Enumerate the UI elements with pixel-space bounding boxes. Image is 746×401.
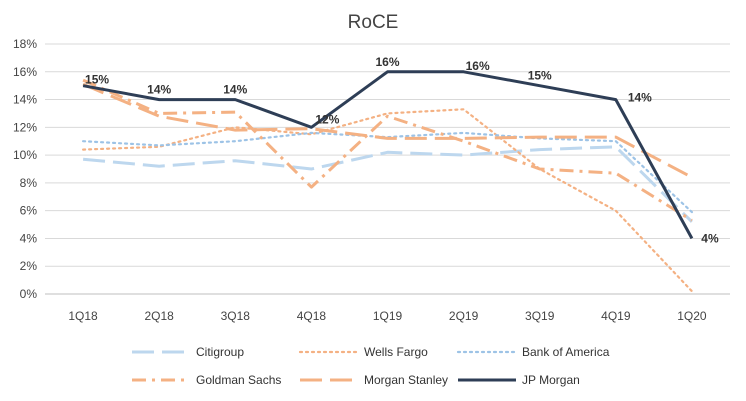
x-axis-ticks: 1Q18 2Q18 3Q18 4Q18 1Q19 2Q19 3Q19 4Q19 1Q20: [68, 309, 707, 323]
data-label: 12%: [315, 112, 339, 126]
y-tick-label: 12%: [13, 120, 37, 134]
data-label: 4%: [701, 231, 719, 245]
data-label: 14%: [147, 83, 171, 97]
legend-label: Bank of America: [522, 345, 610, 359]
data-labels: 15% 14% 14% 12% 16% 16% 15% 14% 4%: [85, 55, 719, 246]
x-tick-label: 2Q19: [449, 309, 479, 323]
y-tick-label: 14%: [13, 93, 37, 107]
y-tick-label: 18%: [13, 37, 37, 51]
series-lines: [81, 70, 694, 293]
x-tick-label: 1Q19: [373, 309, 403, 323]
y-tick-label: 8%: [20, 176, 38, 190]
data-label: 14%: [223, 83, 247, 97]
legend: Citigroup Wells Fargo Bank of America Goldm…: [132, 345, 610, 387]
x-tick-label: 2Q18: [144, 309, 174, 323]
x-tick-label: 4Q18: [297, 309, 327, 323]
series-line-jp-morgan: [82, 70, 694, 240]
data-label: 16%: [466, 59, 490, 73]
legend-label: Goldman Sachs: [196, 373, 281, 387]
y-tick-label: 10%: [13, 148, 37, 162]
x-tick-label: 3Q19: [525, 309, 555, 323]
series-line-goldman-sachs: [82, 78, 693, 222]
chart-title: RoCE: [348, 12, 399, 33]
legend-label: JP Morgan: [522, 373, 580, 387]
x-tick-label: 1Q20: [677, 309, 707, 323]
y-tick-label: 6%: [20, 204, 38, 218]
legend-label: Morgan Stanley: [364, 373, 448, 387]
legend-label: Wells Fargo: [364, 345, 428, 359]
y-tick-label: 0%: [20, 287, 38, 301]
y-axis-ticks: 0% 2% 4% 6% 8% 10% 12% 14% 16% 18%: [13, 37, 37, 301]
data-label: 16%: [375, 55, 399, 69]
x-tick-label: 3Q18: [221, 309, 251, 323]
data-label: 15%: [85, 73, 109, 87]
x-tick-label: 4Q19: [601, 309, 631, 323]
legend-label: Citigroup: [196, 345, 244, 359]
y-tick-label: 4%: [20, 231, 38, 245]
data-label: 14%: [628, 91, 652, 105]
series-line-wells-fargo: [81, 108, 694, 293]
series-line-citigroup: [82, 145, 693, 223]
data-label: 15%: [528, 69, 552, 83]
gridlines: [45, 43, 730, 295]
y-tick-label: 16%: [13, 65, 37, 79]
y-tick-label: 2%: [20, 259, 38, 273]
series-line-morgan-stanley: [82, 82, 693, 179]
x-tick-label: 1Q18: [68, 309, 98, 323]
